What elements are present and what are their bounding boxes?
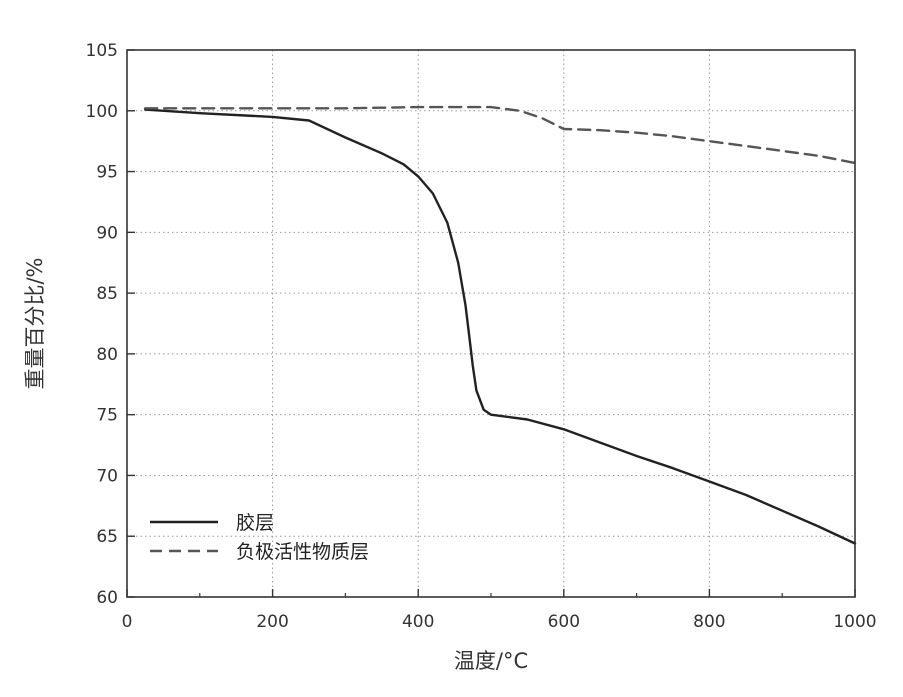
y-tick-label: 95 — [96, 163, 118, 183]
x-tick-label: 1000 — [833, 612, 876, 632]
legend-label-1: 胶层 — [236, 512, 274, 534]
y-tick-label: 70 — [96, 466, 118, 486]
legend-label-2: 负极活性物质层 — [236, 541, 369, 563]
y-tick-label: 100 — [86, 102, 118, 122]
y-axis-title: 重量百分比/% — [23, 257, 47, 389]
y-tick-label: 65 — [96, 527, 118, 547]
x-tick-label: 600 — [548, 612, 580, 632]
x-tick-label: 800 — [693, 612, 725, 632]
y-tick-label: 75 — [96, 406, 118, 426]
y-tick-label: 90 — [96, 223, 118, 243]
x-tick-label: 0 — [122, 612, 133, 632]
x-tick-label: 200 — [256, 612, 288, 632]
y-tick-label: 80 — [96, 345, 118, 365]
y-tick-label: 85 — [96, 284, 118, 304]
y-tick-label: 105 — [86, 41, 118, 61]
x-tick-label: 400 — [402, 612, 434, 632]
y-tick-label: 60 — [96, 588, 118, 608]
x-axis-title: 温度/°C — [454, 649, 528, 673]
